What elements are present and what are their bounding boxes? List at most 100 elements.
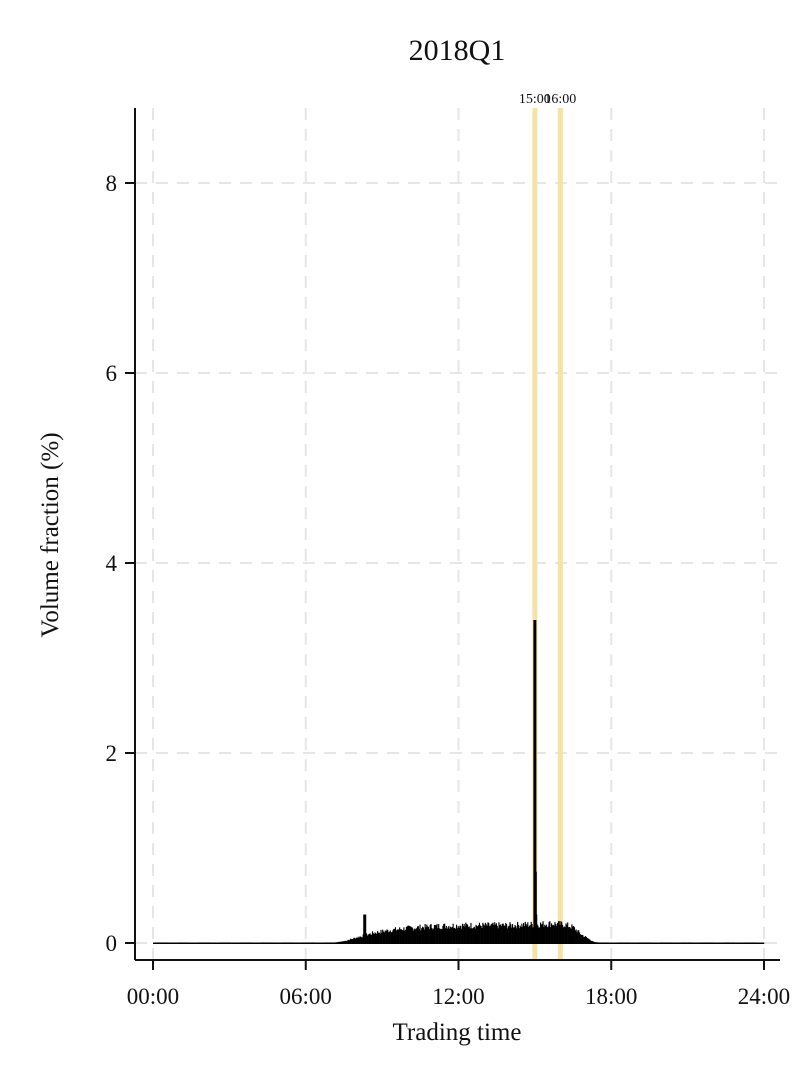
volume-bar bbox=[306, 942, 308, 944]
volume-bar bbox=[238, 942, 240, 944]
volume-bar bbox=[434, 925, 436, 944]
volume-bar bbox=[672, 942, 674, 944]
volume-bar bbox=[658, 942, 660, 944]
volume-bar bbox=[741, 942, 744, 944]
volume-bar bbox=[549, 921, 551, 944]
volume-bar bbox=[668, 942, 671, 944]
volume-bar bbox=[657, 942, 659, 944]
volume-bar bbox=[623, 942, 625, 944]
volume-bar bbox=[369, 933, 371, 944]
volume-bar bbox=[758, 942, 761, 944]
volume-bar bbox=[349, 940, 351, 944]
volume-bar bbox=[501, 923, 503, 944]
volume-bar bbox=[591, 941, 593, 944]
volume-bar bbox=[418, 928, 420, 944]
volume-bar bbox=[258, 942, 260, 944]
volume-bar bbox=[161, 942, 163, 944]
volume-bar bbox=[165, 942, 167, 944]
volume-bar bbox=[299, 942, 301, 944]
volume-bar bbox=[618, 942, 620, 944]
volume-bar bbox=[735, 942, 738, 944]
volume-bar bbox=[220, 942, 223, 944]
volume-bar bbox=[625, 942, 627, 944]
volume-bar bbox=[572, 926, 574, 944]
volume-bar bbox=[523, 926, 525, 944]
volume-bar bbox=[475, 924, 477, 944]
volume-bar bbox=[233, 942, 235, 944]
volume-bar bbox=[276, 942, 278, 944]
volume-bar bbox=[333, 942, 335, 944]
volume-bar bbox=[573, 927, 576, 944]
volume-bar bbox=[525, 923, 527, 944]
volume-bar bbox=[752, 942, 755, 944]
volume-bar bbox=[396, 929, 398, 944]
volume-bar bbox=[669, 942, 671, 944]
volume-bar bbox=[182, 942, 184, 944]
volume-bar bbox=[388, 932, 390, 944]
volume-bar bbox=[561, 922, 563, 944]
volume-bar bbox=[527, 922, 529, 944]
volume-bar bbox=[647, 942, 649, 944]
volume-bar bbox=[310, 942, 312, 944]
volume-bar bbox=[646, 942, 648, 944]
volume-bar bbox=[565, 923, 567, 944]
volume-bar bbox=[175, 942, 178, 944]
volume-bar bbox=[221, 942, 223, 944]
volume-bar bbox=[522, 926, 524, 944]
volume-bar bbox=[260, 942, 262, 944]
chart-title: 2018Q1 bbox=[409, 34, 506, 67]
reference-line-label: 16:00 bbox=[544, 92, 576, 107]
volume-bar bbox=[728, 942, 730, 944]
volume-bar bbox=[155, 942, 157, 944]
volume-bar bbox=[545, 924, 548, 944]
volume-bar bbox=[702, 942, 705, 944]
volume-bar bbox=[510, 924, 512, 944]
volume-bar bbox=[445, 925, 447, 944]
volume-bar bbox=[273, 942, 275, 944]
volume-bar bbox=[188, 942, 190, 944]
volume-bar bbox=[696, 942, 698, 944]
x-tick-label: 06:00 bbox=[280, 984, 332, 1009]
volume-bar bbox=[494, 922, 496, 944]
volume-bar bbox=[557, 921, 559, 944]
volume-bar bbox=[595, 942, 597, 944]
volume-bar bbox=[394, 928, 396, 944]
volume-bar bbox=[281, 942, 284, 944]
volume-bar bbox=[457, 926, 459, 944]
volume-bar bbox=[659, 942, 661, 944]
volume-bar bbox=[504, 925, 506, 944]
volume-bar bbox=[674, 942, 676, 944]
volume-bar bbox=[720, 942, 722, 944]
volume-bar bbox=[240, 942, 242, 944]
volume-bar bbox=[629, 942, 631, 944]
volume-bar bbox=[748, 942, 750, 944]
volume-bar bbox=[730, 942, 732, 944]
volume-bar bbox=[612, 942, 614, 944]
volume-bar bbox=[579, 934, 581, 944]
volume-bar bbox=[466, 924, 469, 944]
volume-bar bbox=[271, 942, 273, 944]
volume-bar bbox=[472, 927, 475, 944]
volume-bar bbox=[606, 942, 608, 944]
volume-bar bbox=[391, 932, 393, 944]
volume-bar bbox=[568, 927, 570, 944]
volume-bar bbox=[707, 942, 710, 944]
volume-bar bbox=[554, 922, 556, 944]
volume-spike bbox=[533, 620, 537, 944]
volume-bar bbox=[201, 942, 203, 944]
volume-bar bbox=[326, 942, 328, 944]
volume-bar bbox=[444, 928, 447, 944]
volume-bar bbox=[448, 925, 450, 944]
volume-bar bbox=[450, 926, 452, 944]
volume-bar bbox=[359, 936, 361, 944]
volume-bar bbox=[548, 922, 550, 944]
volume-bar bbox=[412, 930, 414, 944]
volume-bar bbox=[231, 942, 234, 944]
volume-bar bbox=[332, 942, 335, 944]
volume-bar bbox=[605, 942, 607, 944]
volume-bar bbox=[682, 942, 684, 944]
volume-bar bbox=[439, 929, 441, 944]
volume-bar bbox=[467, 927, 469, 944]
volume-bar bbox=[537, 925, 539, 944]
